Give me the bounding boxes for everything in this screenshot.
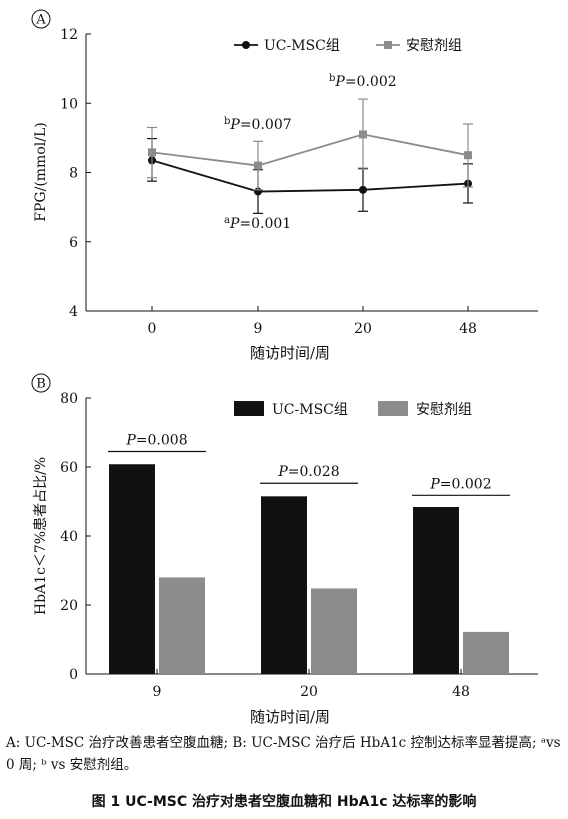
panel-a-annotation: aP=0.001 [224,215,291,232]
panel-a-x-axis-label: 随访时间/周 [250,344,330,362]
panel-a-y-axis-label: FPG/(mmol/L) [33,122,49,221]
panel-b-bar-uc-msc [413,507,459,674]
panel-a-point [464,151,472,160]
panel-a-series-line-1 [151,159,469,193]
panel-b-label: B [36,377,46,392]
panel-b-legend-swatch-2 [378,401,408,416]
panel-b-p-value: P=0.028 [277,464,339,480]
panel-b-y-tick-label: 40 [60,529,78,545]
panel-a-y-tick-label: 4 [69,304,78,320]
panel-a-x-tick-label: 20 [354,321,372,337]
panel-b-y-axis-label: HbA1c＜7%患者占比/% [33,457,49,615]
panel-a-point [254,161,262,170]
panel-b-legend-label-1: UC-MSC组 [272,402,348,418]
panel-a-x-tick-label: 48 [459,321,477,337]
panel-b-label-circle [31,373,51,393]
panel-a-point [148,148,156,157]
panel-b-y-tick-label: 0 [69,667,78,683]
panel-a-line-chart: A 4 6 8 10 12 0 9 20 48 随访时间/周 FPG/(mmol/L) aP=0.001… [31,9,538,362]
figure-title: 图 1 UC-MSC 治疗对患者空腹血糖和 HbA1c 达标率的影响 [91,794,477,810]
panel-b-bar-placebo [159,577,205,674]
panel-a-y-tick-label: 6 [69,235,78,251]
panel-b-x-tick-label: 20 [300,684,318,700]
panel-a-legend-label-1: UC-MSC组 [264,38,340,54]
panel-b-bar-placebo [311,588,357,674]
panel-a-point [359,185,367,194]
panel-b-legend-swatch-1 [234,401,264,416]
panel-b-p-value: P=0.008 [125,432,187,448]
panel-b-bar-uc-msc [109,464,155,674]
panel-b-legend: UC-MSC组 安慰剂组 [234,401,472,418]
panel-a-y-tick-label: 12 [60,27,78,43]
panel-b-x-tick-label: 9 [153,684,162,700]
panel-a-legend-marker-1 [242,41,250,49]
panel-a-annotation: bP=0.007 [224,116,292,133]
panel-b-y-tick-label: 60 [60,460,78,476]
panel-a-legend-label-2: 安慰剂组 [406,37,462,54]
panel-a-legend: UC-MSC组 安慰剂组 [234,37,462,54]
panel-a-legend-marker-2 [384,41,392,49]
panel-a-x-tick-label: 9 [254,321,263,337]
panel-a-annotation: bP=0.002 [329,73,397,90]
panel-a-label-circle [31,9,51,29]
panel-a-series-line-2 [151,133,469,167]
panel-b-x-axis-label: 随访时间/周 [250,708,330,726]
panel-b-bar-chart: B 0 20 40 60 80 9 20 48 随访时间/周 HbA1c＜7%患者占比/% P=0.0… [31,373,538,726]
panel-b-bar-uc-msc [261,496,307,674]
panel-b-p-value: P=0.002 [429,476,491,492]
panel-b-y-tick-label: 80 [60,391,78,407]
panel-b-legend-label-2: 安慰剂组 [416,401,472,418]
panel-b-y-tick-label: 20 [60,598,78,614]
panel-b-bar-placebo [463,631,509,674]
panel-a-y-tick-label: 10 [60,96,78,112]
panel-a-x-tick-label: 0 [148,321,157,337]
panel-a-y-tick-label: 8 [69,166,78,182]
panel-a-point [359,130,367,139]
figure-caption: A: UC-MSC 治疗改善患者空腹血糖; B: UC-MSC 治疗后 HbA1… [6,735,561,773]
panel-b-x-tick-label: 48 [452,684,470,700]
panel-a-label: A [35,13,46,28]
